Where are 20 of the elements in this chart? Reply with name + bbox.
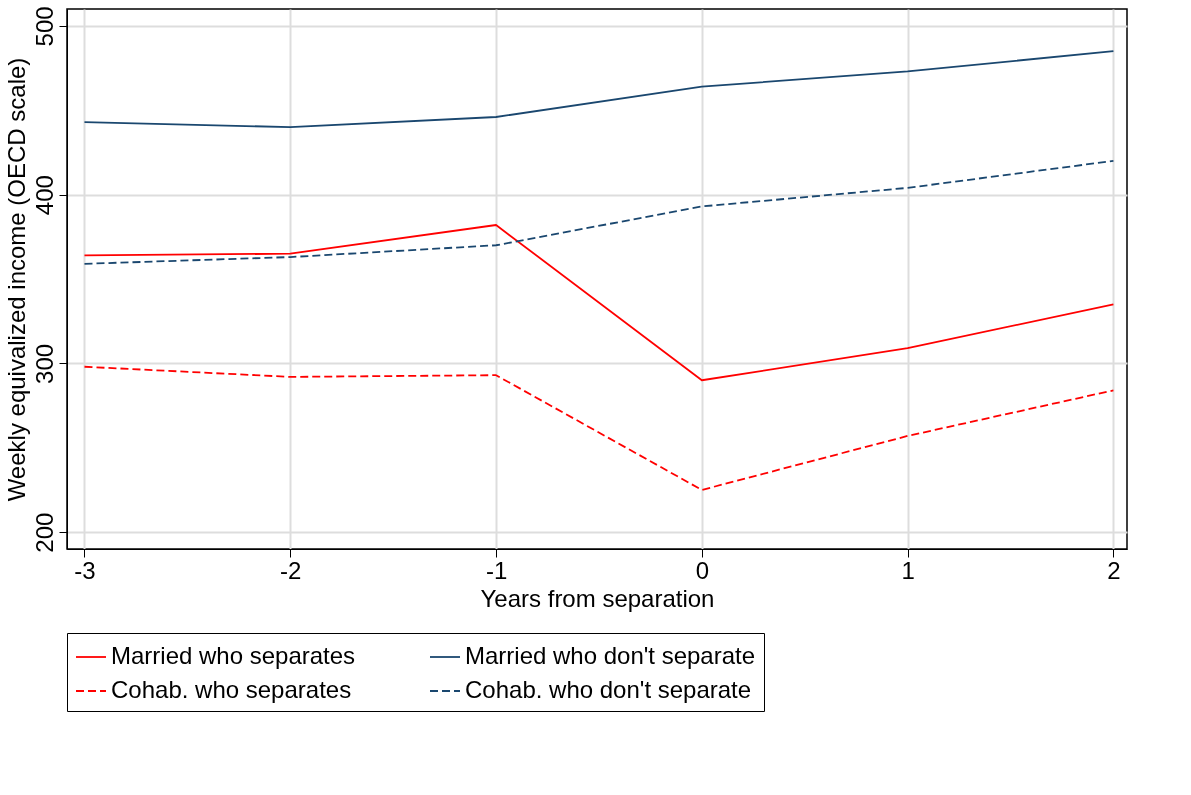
legend-label: Married who don't separate [465,642,756,669]
line-series [83,159,1115,265]
x-tick-label: 1 [901,556,915,584]
line-series [83,50,1115,129]
y-axis-title: Weekly equivalized income (OECD scale) [2,57,30,502]
x-tick-label: -1 [485,556,508,584]
y-tick-label: 500 [30,6,58,47]
line-series [83,365,1115,491]
legend-label: Cohab. who don't separate [465,676,752,703]
x-tick-label: -2 [280,556,302,584]
line-series [83,224,1115,382]
y-tick-label: 400 [30,175,58,216]
legend-label: Cohab. who separates [111,676,352,703]
y-tick-label: 300 [30,343,58,384]
legend-label: Married who separates [111,642,356,669]
x-tick-label: 0 [695,556,710,584]
x-tick-label: 2 [1107,556,1121,584]
y-tick-label: 200 [30,512,58,553]
x-axis-title: Years from separation [480,584,715,612]
x-tick-label: -3 [74,556,96,584]
